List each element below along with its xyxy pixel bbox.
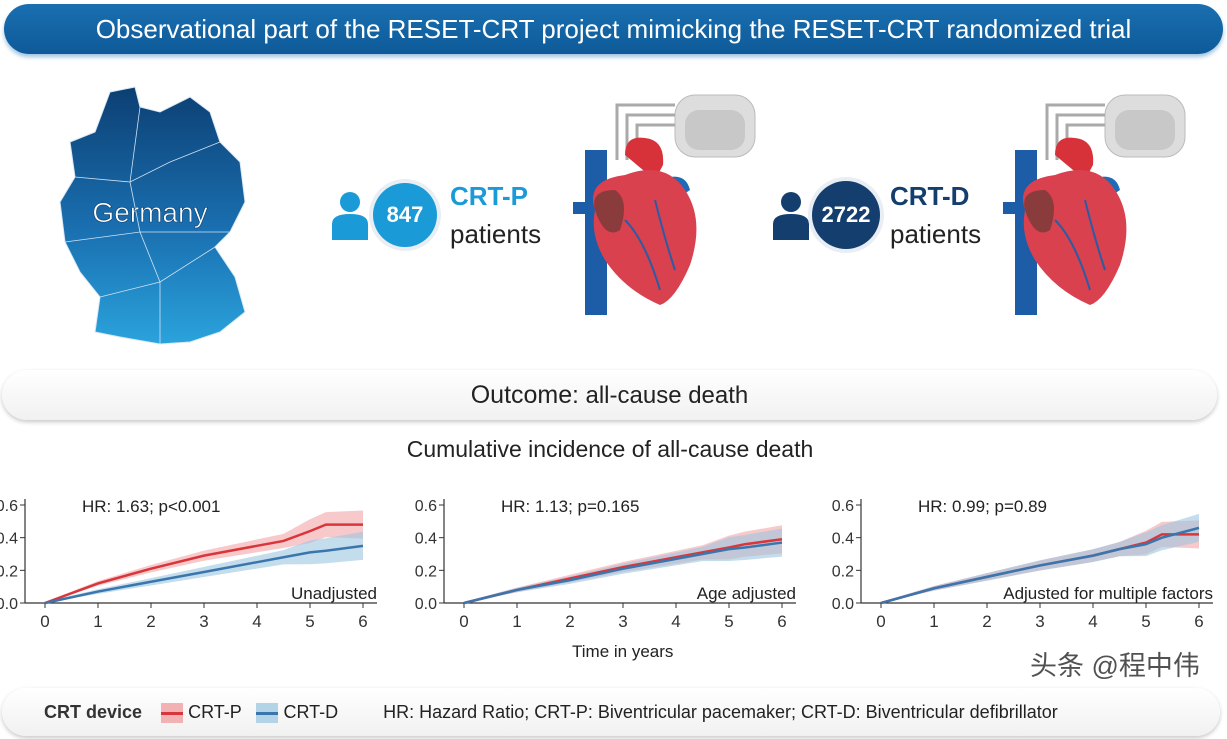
x-tick-label: 0 bbox=[876, 612, 885, 631]
legend-swatch-crt-p bbox=[161, 703, 184, 724]
series-line-crt-d bbox=[44, 544, 364, 605]
series-line-crt-d bbox=[463, 541, 783, 605]
legend-label-crt-p: CRT-P bbox=[188, 702, 242, 722]
series-line-crt-p bbox=[44, 523, 363, 605]
header-banner: Observational part of the RESET-CRT proj… bbox=[4, 4, 1223, 54]
germany-map: Germany bbox=[59, 86, 246, 345]
x-tick-label: 0 bbox=[459, 612, 468, 631]
heart-with-pacemaker-illustration bbox=[573, 94, 756, 315]
watermark: 头条 @程中伟 bbox=[1030, 651, 1200, 681]
person-icon bbox=[773, 192, 809, 240]
chart-label: Adjusted for multiple factors bbox=[1003, 584, 1213, 603]
hr-annotation: HR: 1.63; p<0.001 bbox=[82, 497, 220, 516]
y-tick-label: 0.4 bbox=[0, 531, 18, 548]
heart-with-defibrillator-illustration bbox=[1003, 94, 1186, 315]
abbreviations-note: HR: Hazard Ratio; CRT-P: Biventricular p… bbox=[383, 702, 1058, 722]
x-tick-label: 4 bbox=[671, 612, 680, 631]
crt-p-label: CRT-P bbox=[450, 181, 528, 211]
map-label: Germany bbox=[92, 197, 207, 228]
chart-1: 0.0 0.2 0.4 0.6 0 1 2 3 4 5 6 HR: 1.63; p<0.001 Unad… bbox=[0, 497, 377, 631]
y-tick-label: 0.2 bbox=[832, 563, 854, 580]
y-tick-label: 0.0 bbox=[415, 596, 437, 613]
crt-p-patients: patients bbox=[450, 219, 542, 249]
legend-footer: CRT device CRT-P CRT-D HR: Hazard Ratio;… bbox=[2, 688, 1220, 736]
outcome-value: : all-cause death bbox=[572, 382, 749, 409]
x-tick-label: 3 bbox=[618, 612, 627, 631]
x-tick-label: 1 bbox=[512, 612, 521, 631]
x-tick-label: 0 bbox=[40, 612, 49, 631]
y-tick-label: 0.0 bbox=[0, 596, 18, 613]
hr-annotation: HR: 0.99; p=0.89 bbox=[918, 497, 1047, 516]
outcome-bar: Outcome: all-cause death bbox=[2, 370, 1217, 420]
incidence-charts: 0.0 0.2 0.4 0.6 0 1 2 3 4 5 6 HR: 1.63; p<0.001 Unad… bbox=[0, 497, 1213, 631]
y-tick-label: 0.4 bbox=[415, 531, 437, 548]
y-tick-label: 0.0 bbox=[832, 596, 854, 613]
x-tick-label: 3 bbox=[199, 612, 208, 631]
charts-title: Cumulative incidence of all-cause death bbox=[406, 436, 814, 462]
x-tick-label: 6 bbox=[777, 612, 786, 631]
y-tick-label: 0.6 bbox=[0, 498, 18, 515]
x-tick-label: 2 bbox=[982, 612, 991, 631]
x-tick-label: 4 bbox=[1088, 612, 1097, 631]
hr-annotation: HR: 1.13; p=0.165 bbox=[501, 497, 639, 516]
chart-3: 0.0 0.2 0.4 0.6 0 1 2 3 4 5 6 HR: 0.99; p=0.89 Adjus… bbox=[832, 497, 1213, 631]
x-tick-label: 4 bbox=[252, 612, 261, 631]
chart-label: Age adjusted bbox=[697, 584, 796, 603]
legend-swatch-crt-d bbox=[256, 703, 279, 724]
ci-band-crt-d bbox=[45, 531, 363, 603]
x-axis-label: Time in years bbox=[572, 642, 674, 661]
crt-d-count-badge: 2722 bbox=[812, 181, 880, 249]
x-tick-label: 5 bbox=[724, 612, 733, 631]
x-tick-label: 6 bbox=[1194, 612, 1203, 631]
legend-title: CRT device bbox=[44, 702, 143, 722]
ci-band-crt-d bbox=[881, 513, 1199, 603]
x-tick-label: 5 bbox=[305, 612, 314, 631]
x-tick-label: 5 bbox=[1141, 612, 1150, 631]
chart-label: Unadjusted bbox=[291, 584, 377, 603]
chart-2: 0.0 0.2 0.4 0.6 0 1 2 3 4 5 6 HR: 1.13; p=0.165 Age … bbox=[415, 497, 796, 631]
x-tick-label: 2 bbox=[565, 612, 574, 631]
x-tick-label: 3 bbox=[1035, 612, 1044, 631]
crt-d-patients: patients bbox=[890, 219, 982, 249]
y-tick-label: 0.2 bbox=[415, 563, 437, 580]
x-tick-label: 1 bbox=[93, 612, 102, 631]
crt-d-label: CRT-D bbox=[890, 181, 970, 211]
y-tick-label: 0.4 bbox=[832, 531, 854, 548]
person-icon bbox=[332, 192, 368, 240]
y-tick-label: 0.6 bbox=[415, 498, 437, 515]
x-tick-label: 1 bbox=[929, 612, 938, 631]
y-tick-label: 0.6 bbox=[832, 498, 854, 515]
crt-p-count-badge: 847 bbox=[373, 183, 437, 247]
outcome-label: Outcome bbox=[470, 381, 573, 409]
x-tick-label: 6 bbox=[358, 612, 367, 631]
series-line-crt-d bbox=[880, 526, 1200, 605]
x-tick-label: 2 bbox=[146, 612, 155, 631]
legend-label-crt-d: CRT-D bbox=[283, 702, 339, 722]
y-tick-label: 0.2 bbox=[0, 563, 18, 580]
